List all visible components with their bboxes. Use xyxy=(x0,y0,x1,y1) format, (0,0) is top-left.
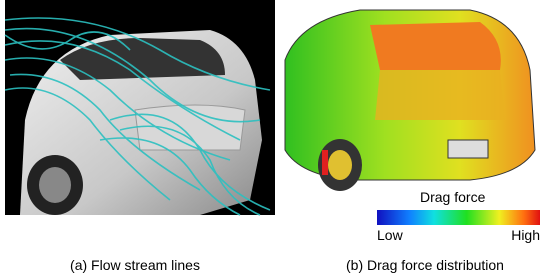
colorbar-low: Low xyxy=(377,227,404,243)
caption: (a) Flow stream lines xyxy=(70,257,200,273)
colorbar xyxy=(377,210,540,225)
figure: Drag force Low High (a) Flow stream line… xyxy=(0,0,543,280)
drag-image xyxy=(285,10,535,191)
colorbar-title: Drag force xyxy=(420,189,486,205)
flow-image xyxy=(5,0,275,215)
caption: (b) Drag force distribution xyxy=(346,257,504,273)
colorbar-high: High xyxy=(511,227,540,243)
